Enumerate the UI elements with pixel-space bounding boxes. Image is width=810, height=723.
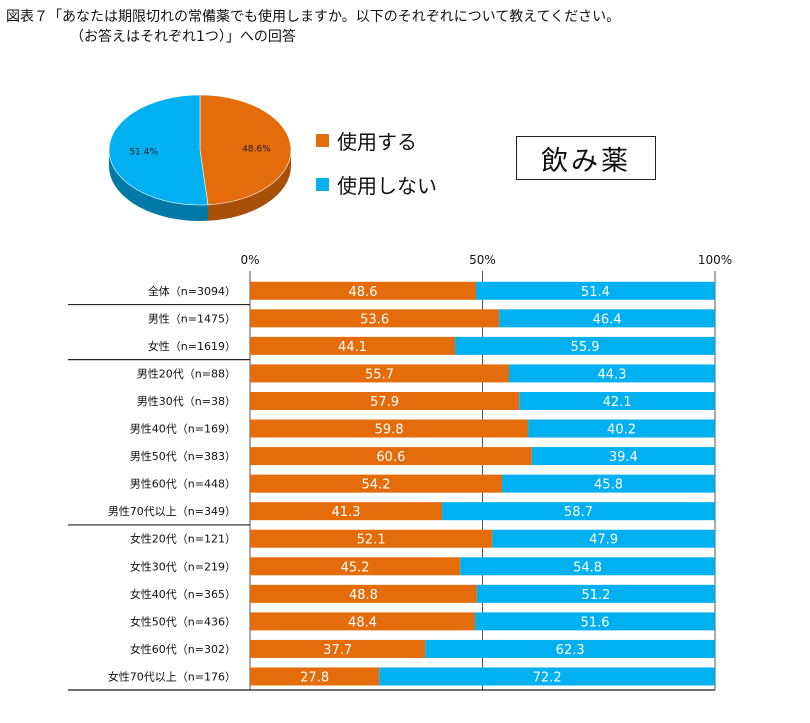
- category-label-13: 女性60代（n=302）: [130, 642, 236, 656]
- bar-not-use-10: [460, 557, 715, 576]
- x-tick-label-1: 50%: [469, 253, 496, 267]
- bar-use-13: [250, 639, 426, 658]
- bar-use-6: [250, 447, 532, 466]
- legend-swatch-not-use: [316, 178, 329, 191]
- medicine-type-label: 飲み薬: [516, 136, 656, 180]
- bar-label-use-1: 53.6: [360, 312, 389, 327]
- bar-use-8: [250, 502, 443, 521]
- category-label-12: 女性50代（n=436）: [130, 614, 236, 628]
- legend-item-use: 使用する: [316, 126, 417, 155]
- category-label-7: 男性60代（n=448）: [130, 477, 236, 491]
- bar-use-5: [250, 419, 529, 438]
- bar-label-not-use-8: 58.7: [564, 505, 593, 520]
- bar-label-not-use-13: 62.3: [556, 643, 585, 658]
- chart-title-line-2: （お答えはそれぞれ1つ）」への回答: [70, 29, 296, 45]
- category-label-8: 男性70代以上（n=349）: [108, 504, 236, 518]
- legend-item-not-use: 使用しない: [316, 170, 437, 199]
- bar-label-use-5: 59.8: [375, 423, 404, 438]
- category-label-4: 男性30代（n=38）: [137, 394, 236, 408]
- bar-use-7: [250, 474, 503, 493]
- bar-label-not-use-5: 40.2: [607, 423, 636, 438]
- bar-label-not-use-10: 54.8: [573, 560, 602, 575]
- bar-not-use-4: [519, 391, 715, 410]
- category-label-9: 女性20代（n=121）: [130, 532, 236, 546]
- category-label-5: 男性40代（n=169）: [130, 422, 236, 436]
- category-label-10: 女性30代（n=219）: [130, 559, 236, 573]
- bar-label-not-use-9: 47.9: [589, 533, 618, 548]
- bar-label-use-8: 41.3: [332, 505, 361, 520]
- x-tick-label-0: 0%: [240, 253, 259, 267]
- bar-label-use-7: 54.2: [362, 478, 391, 493]
- bar-label-use-10: 45.2: [341, 560, 370, 575]
- bar-label-not-use-0: 51.4: [581, 285, 610, 300]
- legend-swatch-use: [316, 134, 329, 147]
- legend-label-use: 使用する: [337, 130, 417, 154]
- bar-use-2: [250, 336, 456, 355]
- bar-label-not-use-7: 45.8: [594, 478, 623, 493]
- bar-label-use-12: 48.4: [348, 615, 377, 630]
- bar-label-not-use-14: 72.2: [533, 670, 562, 685]
- bar-not-use-12: [475, 612, 715, 631]
- bar-use-1: [250, 309, 500, 328]
- bar-not-use-14: [379, 667, 715, 686]
- bar-label-use-14: 27.8: [300, 670, 329, 685]
- bar-label-use-0: 48.6: [349, 285, 378, 300]
- bar-not-use-2: [455, 336, 715, 355]
- category-label-0: 全体（n=3094）: [148, 284, 236, 298]
- pie-slice-label-0: 48.6%: [242, 145, 271, 155]
- bar-label-use-9: 52.1: [357, 533, 386, 548]
- category-label-1: 男性（n=1475）: [148, 311, 236, 325]
- bar-use-9: [250, 529, 493, 548]
- bar-not-use-9: [492, 529, 715, 548]
- bar-not-use-13: [425, 639, 715, 658]
- bar-not-use-11: [476, 584, 715, 603]
- bar-label-not-use-2: 55.9: [571, 340, 600, 355]
- bar-not-use-5: [528, 419, 715, 438]
- bar-use-11: [250, 584, 477, 603]
- bar-label-use-6: 60.6: [376, 450, 405, 465]
- chart-title-line-1: 図表７「あなたは期限切れの常備薬でも使用しますか。以下のそれぞれについて教えてく…: [6, 9, 621, 25]
- pie-chart: 48.6% 51.4%: [108, 94, 292, 222]
- bar-use-4: [250, 391, 520, 410]
- bar-not-use-6: [531, 447, 715, 466]
- bar-use-3: [250, 364, 510, 383]
- pie-slice-0: [199, 94, 292, 206]
- bar-label-not-use-11: 51.2: [581, 588, 610, 603]
- pie-slice-1: [108, 94, 209, 206]
- bar-not-use-7: [502, 474, 715, 493]
- bar-label-not-use-6: 39.4: [609, 450, 638, 465]
- bar-label-not-use-4: 42.1: [603, 395, 632, 410]
- bar-not-use-0: [475, 281, 715, 300]
- bar-use-14: [250, 667, 380, 686]
- bar-label-use-4: 57.9: [370, 395, 399, 410]
- bar-label-use-2: 44.1: [338, 340, 367, 355]
- bar-label-not-use-3: 44.3: [598, 367, 627, 382]
- bar-label-not-use-12: 51.6: [581, 615, 610, 630]
- pie-slice-label-1: 51.4%: [129, 147, 158, 157]
- bar-use-12: [250, 612, 476, 631]
- category-label-6: 男性50代（n=383）: [130, 449, 236, 463]
- category-label-2: 女性（n=1619）: [148, 339, 236, 353]
- pie-slice-side-1: [109, 150, 208, 222]
- bar-use-0: [250, 281, 476, 300]
- pie-slice-side-0: [207, 150, 291, 221]
- bar-label-use-13: 37.7: [323, 643, 352, 658]
- bar-not-use-8: [442, 502, 715, 521]
- bar-not-use-3: [509, 364, 715, 383]
- bar-use-10: [250, 557, 461, 576]
- bar-label-not-use-1: 46.4: [593, 312, 622, 327]
- category-label-11: 女性40代（n=365）: [130, 587, 236, 601]
- category-label-14: 女性70代以上（n=176）: [108, 669, 236, 683]
- x-tick-label-2: 100%: [698, 253, 732, 267]
- bar-label-use-3: 55.7: [365, 367, 394, 382]
- bar-not-use-1: [499, 309, 715, 328]
- legend-label-not-use: 使用しない: [337, 174, 437, 198]
- bar-label-use-11: 48.8: [349, 588, 378, 603]
- category-label-3: 男性20代（n=88）: [137, 366, 236, 380]
